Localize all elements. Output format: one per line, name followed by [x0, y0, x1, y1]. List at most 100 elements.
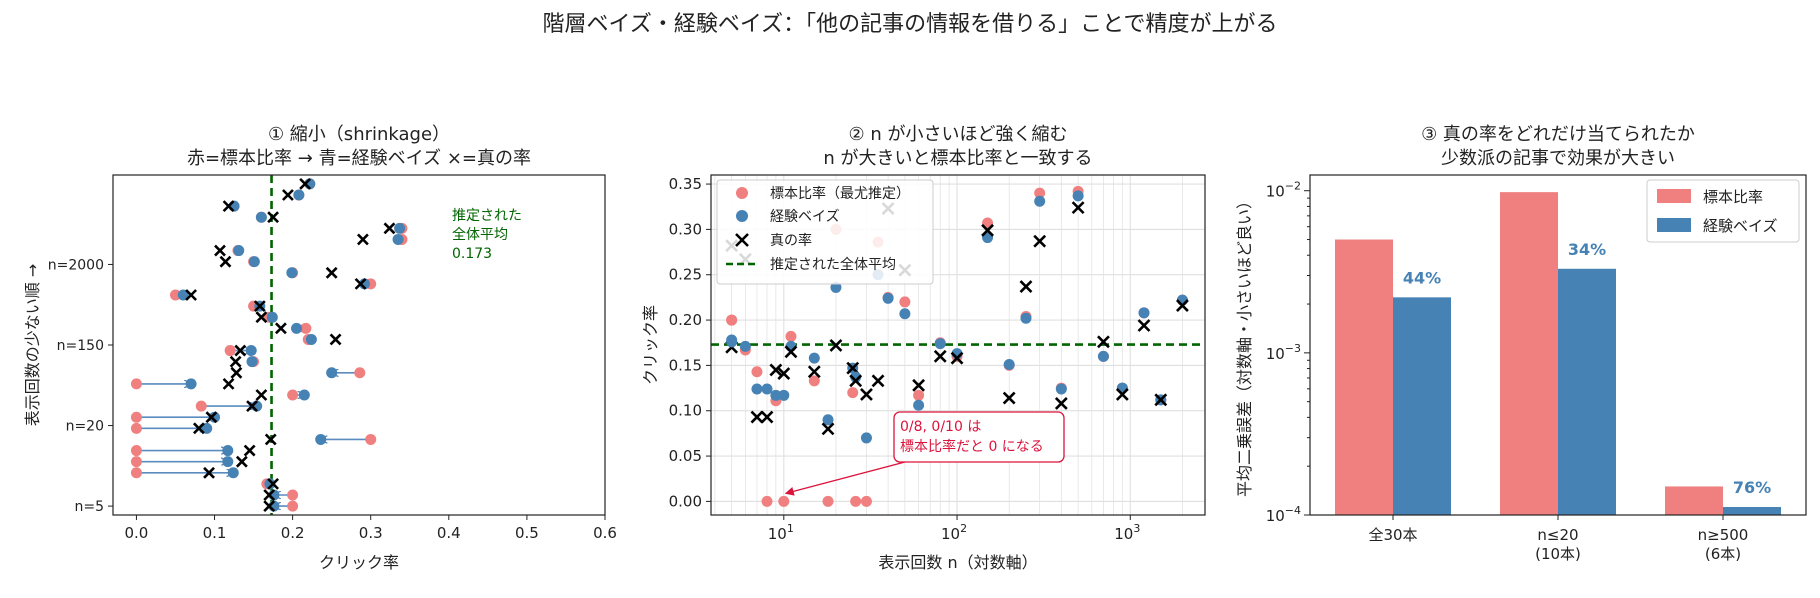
- panel2-truth-mark: [1002, 391, 1016, 405]
- panel2-sample-point: [808, 375, 820, 387]
- panel3-improvement-label: 76%: [1733, 478, 1771, 497]
- panel1-sample-point: [130, 445, 142, 457]
- panel1-truth-mark: [274, 322, 287, 335]
- panel1-sample-point: [130, 411, 142, 423]
- panel1-eb-point: [227, 467, 239, 479]
- panel2-sample-point: [850, 495, 862, 507]
- panel2-truth-mark-stroke-b: [950, 351, 964, 365]
- panel1-truth-mark-stroke-b: [329, 333, 342, 346]
- panel1-truth-mark-stroke-b: [214, 244, 226, 257]
- panel3-plot: [1335, 192, 1781, 516]
- panel1-truth-mark-stroke-b: [263, 500, 276, 513]
- panel3-bar-sample: [1500, 192, 1558, 516]
- panel1-truth-mark: [264, 433, 277, 446]
- panel2-legend-truth-marker: [735, 233, 749, 247]
- panel3-ytick-label: 10−2: [1266, 180, 1301, 201]
- panel1-sample-point: [169, 289, 181, 301]
- panel2-ytick-label: 0.05: [669, 447, 702, 465]
- panel2-truth-mark-stroke-b: [1002, 391, 1016, 405]
- panel1-sample-point: [287, 500, 299, 512]
- panel2-ytick-label: 0.15: [669, 356, 702, 374]
- panel1-truth-mark-stroke-b: [267, 477, 280, 490]
- panel3-title-line-1: ③ 真の率をどれだけ当てられたか: [1421, 124, 1695, 145]
- panel2-truth-mark: [1154, 393, 1168, 407]
- panel2-eb-point: [934, 338, 946, 350]
- panel3-legend-label: 標本比率: [1703, 188, 1763, 206]
- panel2-eb-point: [830, 281, 842, 293]
- panel1-eb-point: [286, 267, 298, 279]
- panel2-truth-mark: [1115, 387, 1129, 401]
- panel2-truth-mark-stroke-b: [1097, 335, 1110, 349]
- panel1-truth-mark-stroke-b: [234, 344, 247, 357]
- panel2-sample-point: [1034, 187, 1046, 199]
- panel2-truth-mark: [750, 410, 764, 424]
- panel2-xtick-label: 101: [768, 522, 794, 543]
- panel2-ytick-label: 0.00: [669, 492, 702, 510]
- panel1-truth-mark-stroke-b: [274, 322, 287, 335]
- panel2-title-line-1: ② n が小さいほど強く縮む: [849, 124, 1068, 145]
- panel3-xtick-label-line-1: 全30本: [1368, 526, 1417, 544]
- panel1-truth-mark-stroke-b: [203, 466, 215, 479]
- panel2-legend-eb-marker: [736, 210, 748, 222]
- panel1-truth-mark-stroke-b: [192, 422, 205, 435]
- panel1-eb-point: [264, 478, 276, 490]
- panel2-legend-label: 標本比率（最尤推定）: [770, 185, 910, 202]
- panel1-title-line-1: ① 縮小（shrinkage）: [268, 124, 450, 145]
- panel1-eb-point: [233, 245, 245, 257]
- panel1-ytick-label: n=5: [74, 499, 104, 515]
- panel1-eb-point: [266, 311, 278, 323]
- panel2-ytick-label: 0.10: [669, 402, 702, 420]
- panel1-eb-point: [291, 322, 303, 334]
- panel2-sample-point: [860, 495, 872, 507]
- figure-suptitle: 階層ベイズ・経験ベイズ：「他の記事の情報を借りる」ことで精度が上がる: [542, 12, 1278, 37]
- panel2-truth-mark: [912, 378, 926, 392]
- panel2-truth-mark-stroke-b: [912, 378, 926, 392]
- panel1-truth-mark: [255, 311, 268, 324]
- panel2-truth-mark-stroke-b: [933, 349, 947, 363]
- panel2-truth-mark: [981, 223, 994, 237]
- panel2-truth-mark-stroke-b: [777, 367, 791, 380]
- panel1-eb-point: [305, 333, 317, 345]
- panel2-truth-mark: [760, 410, 774, 424]
- panel2-sample-point: [778, 495, 790, 507]
- panel2-truth-mark-stroke-b: [829, 339, 843, 352]
- panel2-annotation-text-line-2: 標本比率だと 0 になる: [900, 438, 1044, 455]
- panel2-eb-point: [770, 389, 782, 401]
- panel2-eb-point: [1138, 307, 1150, 319]
- panel1-truth-mark-stroke-b: [263, 489, 276, 501]
- panel1-truth-mark: [185, 289, 198, 301]
- panel1-truth-mark-stroke-b: [222, 377, 235, 390]
- panel2-ytick-label: 0.30: [669, 220, 702, 238]
- panel1-truth-mark: [329, 333, 342, 346]
- panel1-ylabel: 表示回数の少ない順 →: [23, 264, 42, 427]
- panel3-title-line-2: 少数派の記事で効果が大きい: [1441, 148, 1675, 169]
- panel1-truth-mark: [282, 189, 294, 201]
- panel3-bar-sample: [1335, 239, 1393, 516]
- panel1-truth-mark: [235, 455, 248, 468]
- panel1-mean-label-line-2: 全体平均: [452, 226, 508, 243]
- panel1-truth-mark-stroke-b: [356, 233, 369, 246]
- panel2-truth-mark-stroke-b: [860, 387, 873, 401]
- panel1-eb-point: [298, 389, 310, 401]
- panel3-legend-eb-swatch: [1657, 218, 1691, 232]
- panel1-truth-mark: [192, 422, 205, 435]
- panel1-truth-mark: [219, 255, 232, 268]
- panel1-xtick-label: 0.3: [359, 524, 383, 542]
- panel2-truth-mark: [1033, 234, 1047, 248]
- panel2-legend-box: [716, 179, 934, 285]
- panel1-eb-point: [394, 222, 406, 234]
- panel2-truth-mark: [849, 374, 863, 388]
- panel1-truth-mark-stroke-b: [267, 211, 280, 224]
- panel1-truth-mark-stroke-b: [246, 400, 258, 413]
- panel1-eb-point: [201, 422, 213, 434]
- panel3-xtick-label-line-1: n≤20: [1537, 526, 1578, 544]
- panel2-ytick-label: 0.35: [669, 175, 702, 193]
- panel1-truth-mark-stroke-b: [222, 200, 235, 213]
- panel2-eb-point: [822, 414, 834, 426]
- panel1-truth-mark-stroke-b: [354, 277, 367, 290]
- panel2-truth-mark-stroke-b: [769, 363, 783, 377]
- panel1-truth-mark: [229, 355, 242, 368]
- panel1-truth-mark: [354, 277, 367, 290]
- panel2-truth-mark-stroke-b: [871, 374, 885, 388]
